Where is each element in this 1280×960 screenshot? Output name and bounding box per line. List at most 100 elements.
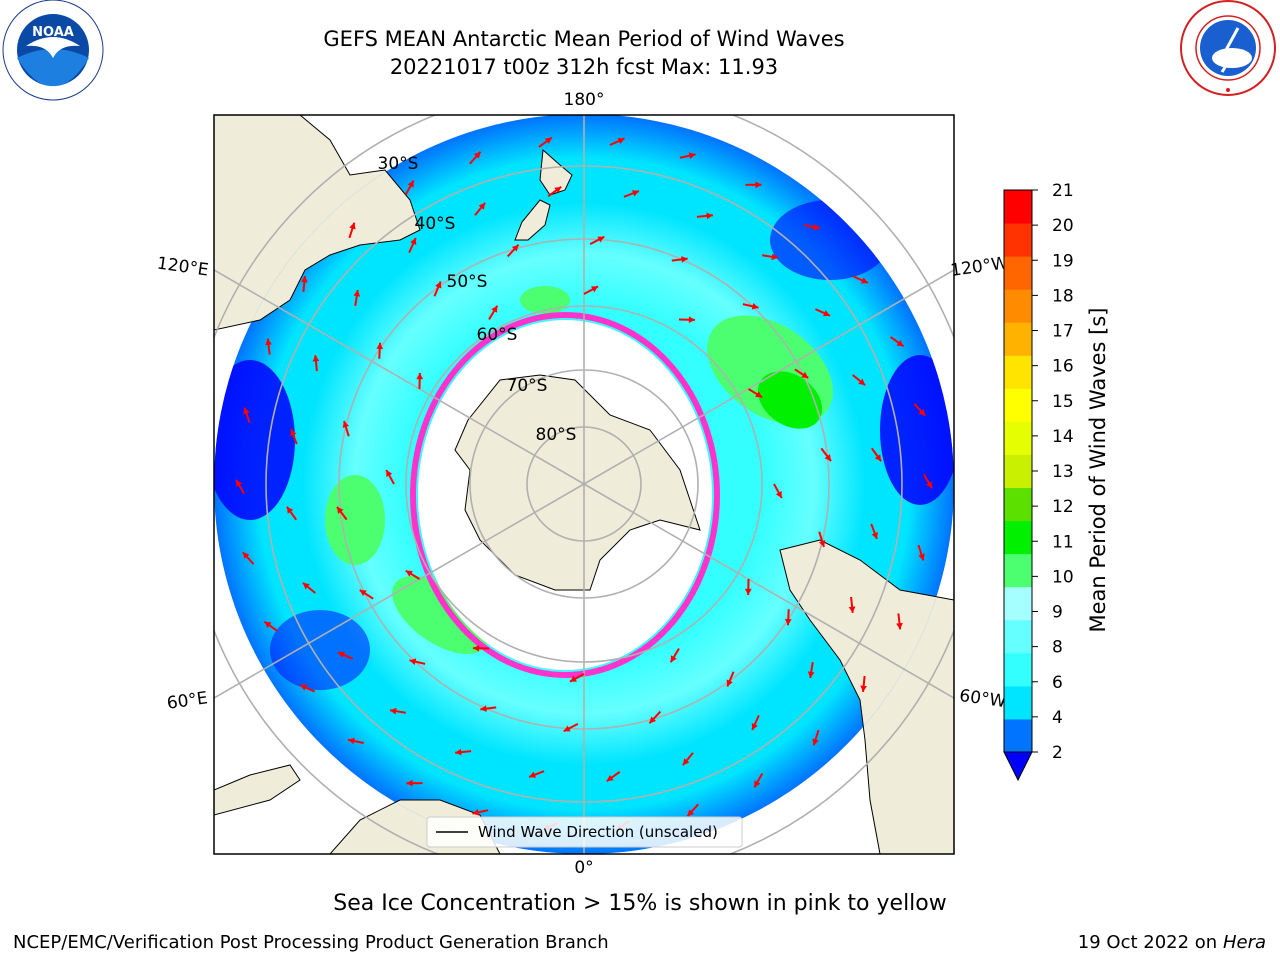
- colorbar-swatch: [1004, 718, 1032, 753]
- arrow-legend-label: Wind Wave Direction (unscaled): [478, 823, 718, 841]
- wind-wave-arrowhead: [336, 506, 344, 514]
- wind-wave-arrowhead: [511, 244, 519, 252]
- wind-wave-arrowhead: [342, 421, 350, 428]
- colorbar-tick-label: 15: [1052, 392, 1074, 412]
- wind-wave-arrowhead: [871, 531, 878, 539]
- wind-wave-arrowhead: [754, 780, 761, 788]
- parallel-label-70s: 70°S: [507, 376, 548, 396]
- noaa-logo: NOAA: [2, 0, 104, 101]
- colorbar-swatch: [1004, 322, 1032, 356]
- map-title: GEFS MEAN Antarctic Mean Period of Wind …: [323, 27, 845, 51]
- land-africa: [214, 764, 301, 816]
- wind-wave-arrowhead: [338, 651, 346, 658]
- wind-wave-arrowhead: [813, 223, 820, 231]
- wind-wave-arrowhead: [755, 391, 763, 398]
- wind-wave-arrowhead: [801, 371, 809, 379]
- wind-wave-arrowhead: [286, 506, 294, 514]
- colorbar-tick-label: 8: [1052, 638, 1063, 658]
- colorbar-swatch: [1004, 454, 1032, 489]
- wind-wave-arrowhead: [491, 305, 498, 313]
- wind-wave-arrowhead: [918, 408, 926, 416]
- colorbar-swatch: [1004, 388, 1032, 422]
- colorbar-swatch: [1004, 619, 1032, 654]
- wind-wave-arrowhead: [688, 152, 696, 159]
- land-antarctica: [454, 374, 701, 591]
- wind-wave-arrowhead: [349, 222, 356, 230]
- wind-wave-arrowhead: [670, 655, 677, 663]
- colorbar-tick-label: 13: [1052, 462, 1074, 482]
- wind-wave-arrowhead: [812, 738, 819, 746]
- colorbar-swatch: [1004, 586, 1032, 621]
- wind-wave-arrows: [235, 136, 933, 832]
- meridian-label-60w: 60°W: [958, 686, 1007, 712]
- footer-date-text: 19 Oct 2022 on: [1077, 932, 1223, 953]
- map-subtitle: 20221017 t00z 312h fcst Max: 11.93: [389, 55, 779, 79]
- wind-wave-arrowhead: [312, 355, 320, 362]
- wind-wave-arrowhead: [473, 151, 481, 159]
- wind-wave-arrowhead: [682, 758, 690, 766]
- meridian-label-60e: 60°E: [166, 688, 209, 713]
- parallel-label-40s: 40°S: [415, 214, 456, 234]
- wind-wave-arrowhead: [860, 685, 867, 692]
- wind-wave-arrowhead: [775, 491, 782, 499]
- colorbar-swatch: [1004, 421, 1032, 455]
- wind-wave-arrowhead: [410, 238, 417, 246]
- wind-wave-arrowhead: [301, 276, 308, 283]
- wind-wave-arrowhead: [242, 552, 250, 560]
- wind-wave-arrowhead: [302, 582, 310, 590]
- colorbar-tick-label: 4: [1052, 708, 1063, 728]
- footer-host: Hera: [1222, 932, 1266, 953]
- wind-wave-arrowhead: [606, 774, 614, 782]
- wind-wave-arrowhead: [744, 588, 752, 595]
- wind-wave-arrowhead: [597, 236, 605, 243]
- colorbar-tick-label: 19: [1052, 251, 1074, 271]
- wind-wave-arrowhead: [290, 429, 297, 437]
- polar-map: Wind Wave Direction (unscaled): [214, 115, 954, 854]
- meridian-label-0: 0°: [574, 858, 593, 878]
- colorbar-swatch: [1004, 289, 1032, 323]
- wind-wave-arrowhead: [681, 256, 688, 263]
- colorbar-swatch: [1004, 256, 1032, 290]
- wind-wave-arrowhead: [473, 644, 480, 652]
- wind-wave-arrowhead: [407, 180, 414, 188]
- wind-wave-arrowhead: [784, 618, 792, 626]
- wind-wave-arrowhead: [807, 671, 815, 679]
- colorbar-label: Mean Period of Wind Waves [s]: [1086, 308, 1110, 633]
- svg-text:NOAA: NOAA: [32, 25, 74, 40]
- wind-wave-arrowhead: [480, 705, 487, 712]
- wind-wave-arrowhead: [353, 289, 361, 297]
- footer-branch: NCEP/EMC/Verification Post Processing Pr…: [13, 932, 609, 953]
- wind-wave-arrowhead: [751, 722, 758, 730]
- colorbar-swatch: [1004, 223, 1032, 257]
- colorbar-swatch: [1004, 685, 1032, 720]
- wind-wave-arrowhead: [726, 679, 733, 687]
- colorbar-tick-label: 14: [1052, 427, 1074, 447]
- sea-ice-edge: [410, 312, 720, 678]
- parallel-label-30s: 30°S: [378, 154, 419, 174]
- wind-wave-arrowhead: [824, 454, 832, 462]
- wind-wave-arrowhead: [348, 737, 355, 745]
- wind-wave-arrowhead: [649, 716, 657, 724]
- wind-wave-arrowhead: [874, 454, 882, 462]
- wind-wave-arrowhead: [818, 540, 826, 547]
- colorbar-tick-label: 20: [1052, 216, 1074, 236]
- wind-wave-arrowhead: [688, 316, 695, 324]
- wind-wave-arrowhead: [243, 407, 250, 415]
- wind-wave-arrowhead: [265, 338, 272, 346]
- colorbar-tick-label: 12: [1052, 497, 1074, 517]
- wind-wave-arrowhead: [591, 286, 599, 293]
- wind-wave-arrowhead: [925, 481, 932, 489]
- colorbar-swatch: [1004, 355, 1032, 389]
- parallel-label-50s: 50°S: [447, 272, 488, 292]
- wind-wave-arrowhead: [435, 281, 442, 289]
- wind-wave-arrowhead: [376, 342, 384, 350]
- wind-wave-arrowhead: [529, 771, 537, 778]
- colorbar-extend-triangle: [1003, 751, 1033, 782]
- graticule: [214, 115, 954, 854]
- colorbar: 2 4 6 8 9 10 11 12 13 14 15 16 17 18 19 20 21: [1003, 181, 1074, 782]
- wind-wave-arrowhead: [300, 684, 308, 691]
- wind-wave-arrowhead: [359, 589, 367, 597]
- colorbar-tick-label: 18: [1052, 286, 1074, 306]
- wind-wave-arrowhead: [563, 725, 571, 732]
